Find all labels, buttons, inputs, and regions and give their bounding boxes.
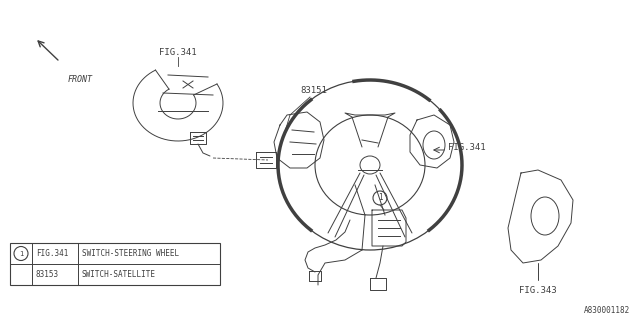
Text: FIG.343: FIG.343 xyxy=(519,286,557,295)
Text: FIG.341: FIG.341 xyxy=(448,143,486,153)
Text: 1: 1 xyxy=(19,251,23,257)
Text: 1: 1 xyxy=(378,194,382,203)
Text: 83151: 83151 xyxy=(300,86,327,95)
Bar xyxy=(10,243,220,285)
Text: 83153: 83153 xyxy=(36,270,59,279)
Text: A830001182: A830001182 xyxy=(584,306,630,315)
Text: SWITCH-STEERING WHEEL: SWITCH-STEERING WHEEL xyxy=(82,249,179,258)
Text: FIG.341: FIG.341 xyxy=(159,48,197,57)
Text: SWITCH-SATELLITE: SWITCH-SATELLITE xyxy=(82,270,156,279)
Text: FRONT: FRONT xyxy=(68,75,93,84)
Text: FIG.341: FIG.341 xyxy=(36,249,68,258)
